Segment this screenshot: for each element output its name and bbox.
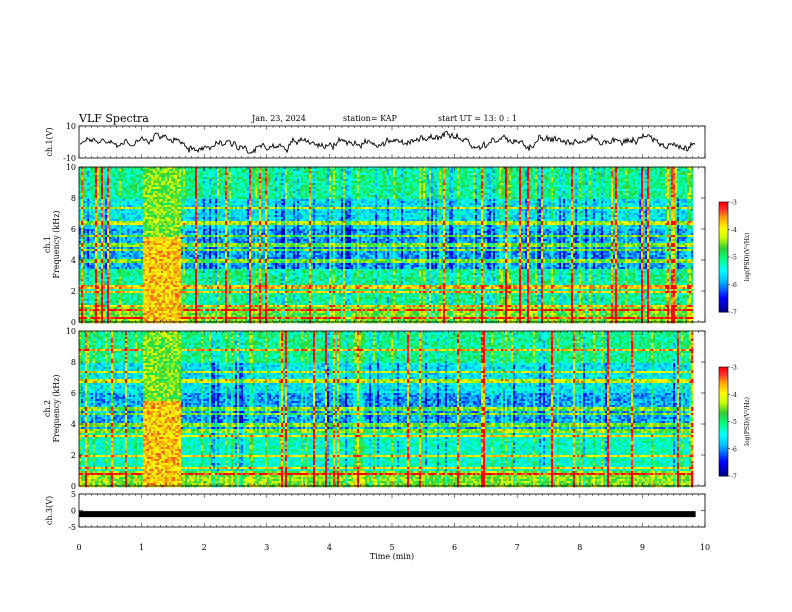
y-tick-label: 4 (71, 420, 76, 429)
x-tick-label: 8 (577, 543, 582, 552)
x-tick-label: 3 (264, 543, 269, 552)
y-tick-label: 4 (71, 256, 76, 265)
y-axis-label: Frequency (kHz) (52, 210, 61, 278)
colorbar-tick-label: -4 (731, 392, 737, 399)
date-label: Jan. 23, 2024 (252, 114, 306, 123)
y-tick-label: 10 (66, 163, 76, 172)
y-axis-label: Frequency (kHz) (52, 374, 61, 442)
y-tick-label: 10 (66, 327, 76, 336)
y-tick-label: 5 (71, 490, 76, 499)
y-axis-label: ch.1(V) (45, 127, 54, 156)
panel-frame (79, 494, 705, 527)
y-tick-label: 6 (71, 225, 76, 234)
ch1-colorbar: -3 -4 -5 -6 -7 log(PSD)(V²/Hz) (719, 200, 751, 317)
x-tick-label: 2 (202, 543, 207, 552)
x-tick-label: 9 (640, 543, 645, 552)
spectrogram-cells (79, 167, 693, 323)
x-tick-label: 0 (76, 543, 81, 552)
y-tick-label: 10 (66, 122, 76, 131)
x-tick-label: 7 (515, 543, 520, 552)
x-tick-label: 5 (389, 543, 394, 552)
y-tick-label: 8 (71, 194, 76, 203)
ch1-trace (80, 131, 695, 153)
spectrogram-cells (79, 331, 693, 487)
y-axis-label: ch.3(V) (45, 496, 54, 525)
y-axis-label: ch.2 (43, 400, 52, 417)
start-time-label: start UT = 13: 0 : 1 (438, 114, 517, 123)
colorbar-label: log(PSD)(V²/Hz) (744, 233, 751, 282)
x-tick-label: 10 (700, 543, 710, 552)
y-axis-label: ch.1 (43, 236, 52, 253)
colorbar-tick-label: -7 (731, 310, 737, 317)
colorbar-tick-label: -7 (731, 474, 737, 481)
colorbar-label: log(PSD)(V²/Hz) (744, 397, 751, 446)
y-tick-label: 2 (71, 451, 76, 460)
colorbar-tick-label: -6 (731, 446, 737, 453)
colorbar-tick-label: -4 (731, 227, 737, 234)
y-tick-label: 0 (71, 507, 76, 516)
y-tick-label: 0 (71, 318, 76, 327)
x-tick-label: 1 (139, 543, 144, 552)
y-tick-label: 8 (71, 358, 76, 367)
time-axis: 0 1 2 3 4 5 6 7 8 9 10 Time (min) (76, 543, 710, 561)
ch1-spectrogram-panel: 0 2 4 6 8 10 ch.1 Frequency (kHz) (43, 163, 705, 327)
colorbar-tick-label: -6 (731, 282, 737, 289)
ch3-waveform-panel: 5 0 -5 ch.3(V) (45, 490, 705, 532)
vlf-spectra-figure: 10-10ch.1(V) 0246810ch.1 Frequency (kHz) … (0, 0, 792, 612)
ch1-waveform-panel: 10 -10 ch.1(V) (45, 122, 705, 163)
x-axis-label: Time (min) (370, 552, 414, 561)
colorbar-tick-label: -5 (731, 255, 737, 262)
y-tick-label: 2 (71, 287, 76, 296)
y-tick-label: -10 (63, 154, 76, 163)
colorbar-tick-label: -5 (731, 419, 737, 426)
ch2-colorbar: -3 -4 -5 -6 -7 log(PSD)(V²/Hz) (719, 365, 751, 481)
colorbar-tick-label: -3 (731, 200, 737, 207)
x-tick-label: 6 (452, 543, 457, 552)
y-tick-label: -5 (68, 523, 76, 532)
station-label: station= KAP (343, 114, 397, 123)
chart-title: VLF Spectra (79, 112, 149, 125)
colorbar-tick-label: -3 (731, 365, 737, 372)
x-tick-label: 4 (327, 543, 332, 552)
y-tick-label: 6 (71, 389, 76, 398)
